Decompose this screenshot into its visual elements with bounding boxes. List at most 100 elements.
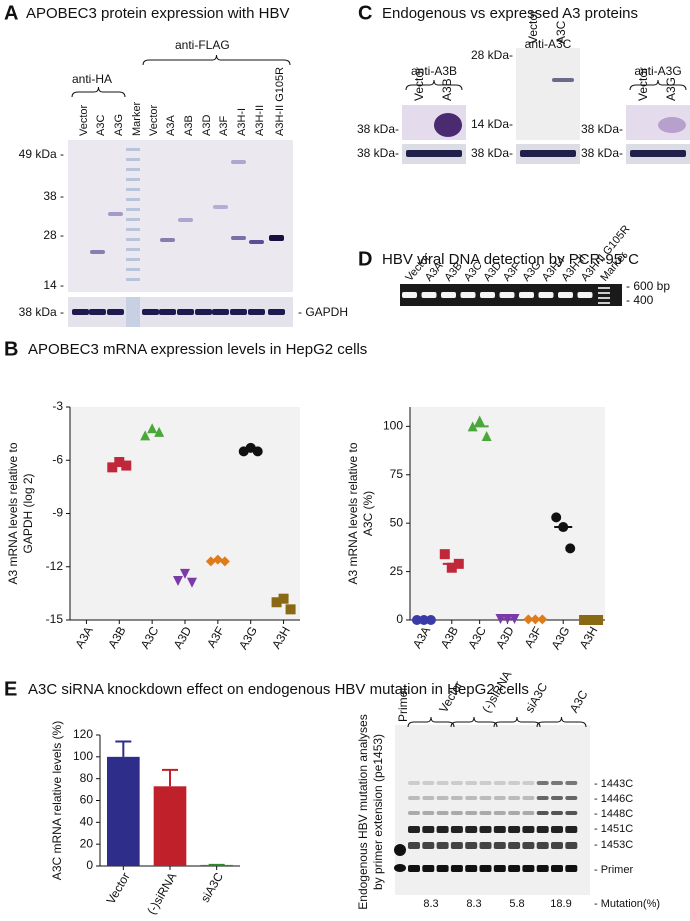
mw-label: 14 - (43, 278, 64, 292)
band (565, 796, 578, 800)
lane-label: A3A (410, 624, 433, 651)
y-tick-label: -15 (46, 612, 64, 626)
mw-label: 38 kDa- (357, 146, 399, 160)
panel-title: APOBEC3 mRNA expression levels in HepG2 … (28, 341, 367, 358)
marker-band (126, 218, 140, 221)
mw-label: 38 kDa- (471, 146, 513, 160)
band (394, 844, 406, 856)
brace (629, 79, 687, 91)
lane-label: Endogenous HBV mutation analyses (356, 714, 370, 909)
band (551, 811, 563, 815)
band (520, 150, 576, 157)
band (565, 865, 578, 872)
band (577, 292, 593, 298)
band (465, 781, 478, 785)
band (212, 309, 229, 315)
mw-label: 38 kDa- (581, 146, 623, 160)
band (493, 811, 506, 815)
band (565, 781, 578, 785)
band (493, 826, 506, 833)
band (536, 811, 549, 815)
lane-label: siA3C (198, 870, 226, 905)
bar (107, 756, 140, 866)
lane-label: A3A (165, 115, 177, 136)
band (536, 796, 549, 800)
data-point (252, 446, 263, 457)
band (522, 811, 535, 815)
band (508, 865, 521, 872)
band-label: - Primer (594, 864, 633, 876)
data-point (107, 462, 118, 473)
mw-label: 28 kDa- (471, 48, 513, 62)
y-tick-label: 120 (73, 727, 93, 741)
band (422, 796, 435, 800)
lane-label: A3A (72, 624, 95, 651)
band (508, 796, 521, 800)
y-tick-label: -6 (52, 452, 63, 466)
marker-band (126, 228, 140, 231)
data-point (147, 423, 158, 434)
band (522, 826, 535, 833)
band (558, 292, 573, 298)
marker-band (126, 248, 140, 251)
band (630, 150, 686, 157)
marker-band (126, 268, 140, 271)
band (479, 796, 492, 800)
band (493, 842, 506, 849)
band (522, 865, 535, 872)
data-point (212, 554, 223, 565)
lane-label: A3B (105, 624, 128, 651)
band (479, 826, 492, 833)
band (565, 842, 578, 849)
data-point (278, 593, 289, 604)
data-point (121, 460, 132, 471)
mutation-value: 18.9 (550, 898, 571, 910)
lane-label: by primer extension (pe1453) (371, 734, 385, 890)
lane-label: Vector (636, 67, 650, 101)
lane-label: A3C mRNA relative levels (%) (50, 721, 64, 880)
band (479, 781, 492, 785)
data-point (114, 457, 125, 468)
data-point (180, 568, 190, 579)
band (422, 826, 435, 833)
marker-band (126, 238, 140, 241)
lane-label: A3F (204, 624, 227, 650)
band-label: - 1453C (594, 839, 633, 851)
lane-label: A3C (138, 624, 162, 652)
band (436, 796, 449, 800)
antibody-label: anti-A3B (411, 64, 457, 78)
panel-title: HBV viral DNA detection by PCR-95°C (382, 251, 639, 268)
data-point (140, 430, 151, 441)
group-label: anti-FLAG (175, 38, 230, 52)
lane-label: A3 mRNA levels relative to (6, 442, 20, 584)
blot (68, 140, 293, 292)
y-tick-label: 20 (80, 836, 94, 850)
band (436, 865, 449, 872)
band (422, 865, 435, 872)
band (450, 865, 463, 872)
band (422, 811, 435, 815)
lane-label: A3D (493, 624, 517, 652)
lane-label: A3C (567, 688, 591, 716)
panel-letter: E (4, 678, 17, 700)
band (658, 117, 686, 133)
y-tick-label: 60 (80, 793, 94, 807)
y-tick-label: 100 (383, 419, 403, 433)
band (551, 781, 563, 785)
band (159, 309, 176, 315)
marker-band (126, 208, 140, 211)
band (408, 796, 420, 800)
lane-label: A3F (522, 624, 545, 650)
size-label: - 400 (626, 293, 654, 307)
band (268, 309, 285, 315)
lane-label: A3B (438, 624, 461, 651)
data-point (446, 562, 457, 573)
lane-label: Vector (148, 104, 160, 136)
band (422, 781, 435, 785)
mw-label: 49 kDa - (19, 147, 64, 161)
brace (450, 716, 498, 728)
marker-band (126, 258, 140, 261)
band (450, 796, 463, 800)
band-label: - 1443C (594, 778, 633, 790)
band (536, 826, 549, 833)
